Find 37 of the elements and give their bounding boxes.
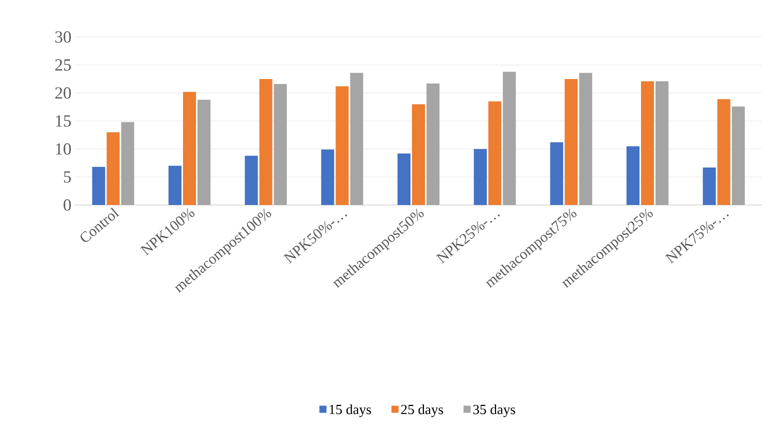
bar [336, 86, 349, 205]
legend-label: 25 days [401, 404, 444, 418]
bar [398, 153, 411, 205]
bar [564, 79, 578, 205]
bar [579, 72, 592, 205]
bar [502, 72, 516, 205]
bar [732, 106, 745, 205]
bar [656, 81, 669, 205]
bar [550, 142, 564, 205]
y-tick-label: 10 [56, 143, 71, 155]
bar [92, 166, 106, 205]
y-tick-label: 5 [64, 171, 71, 183]
bar [626, 146, 640, 205]
y-tick-label: 0 [64, 199, 71, 211]
bar [106, 132, 120, 205]
bar [488, 101, 502, 205]
bar [168, 166, 182, 205]
bar [121, 122, 134, 205]
bar [702, 167, 716, 205]
bar [321, 150, 334, 205]
bar [641, 81, 654, 205]
bar [274, 84, 287, 205]
bar [198, 100, 210, 205]
y-tick-label: 20 [55, 87, 71, 99]
y-tick-label: 30 [55, 31, 71, 43]
bar [350, 72, 364, 205]
y-tick-label: 25 [55, 59, 71, 71]
bar [244, 156, 258, 205]
legend-label: 15 days [330, 404, 371, 418]
legend-label: 35 days [473, 404, 516, 418]
y-tick-label: 15 [56, 115, 71, 127]
bar [717, 99, 730, 205]
bar [474, 149, 487, 205]
bar [183, 92, 196, 205]
bar [259, 79, 272, 205]
bar [412, 104, 426, 205]
bar [426, 83, 440, 205]
